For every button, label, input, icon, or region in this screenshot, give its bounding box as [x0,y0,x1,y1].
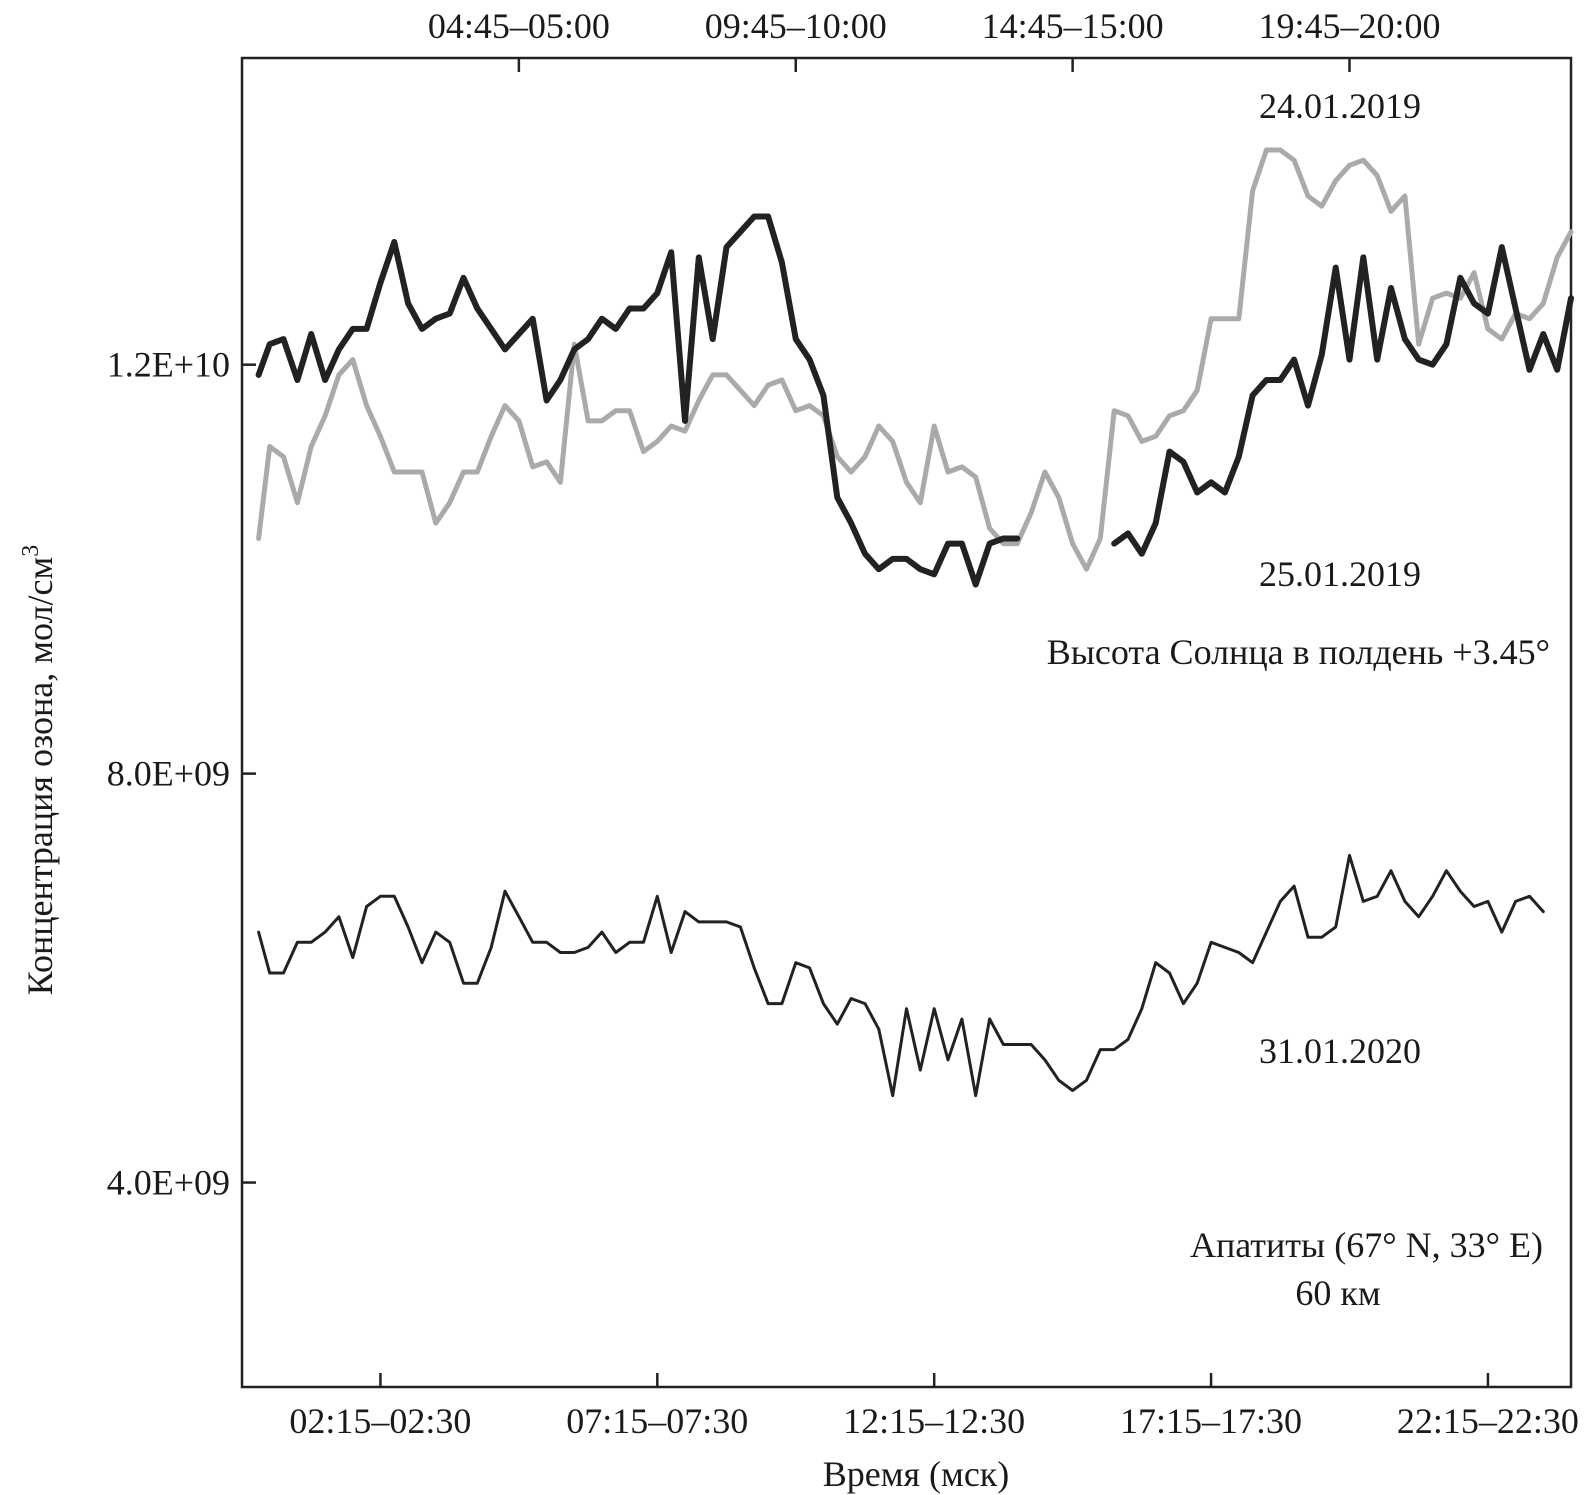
y-tick-label-0: 4.0E+09 [107,1163,230,1203]
y-axis-title-text: Концентрация озона, мол/см [20,557,60,996]
series-line-1 [255,213,1574,588]
x-tick-label-bottom-1: 07:15–07:30 [566,1401,748,1441]
y-tick-label-2: 1.2E+10 [107,345,230,385]
axis-ticks: 02:15–02:30 07:15–07:30 12:15–12:30 17:15–1… [107,6,1579,1441]
series-line-2 [257,853,1545,1098]
annotation-24-01-2019: 24.01.2019 [1259,86,1421,126]
x-tick-label-bottom-2: 12:15–12:30 [843,1401,1025,1441]
annotation-31-01-2020: 31.01.2020 [1259,1031,1421,1071]
x-axis-title: Время (мск) [823,1454,1010,1494]
y-axis-title-superscript: 3 [18,545,44,557]
x-tick-label-top-3: 19:45–20:00 [1258,6,1440,46]
y-axis-title: Концентрация озона, мол/см3 [18,545,60,996]
x-tick-label-bottom-0: 02:15–02:30 [289,1401,471,1441]
plot-frame [240,56,1573,1389]
annotation-sun-height: Высота Солнца в полдень +3.45° [1047,632,1550,672]
y-tick-label-1: 8.0E+09 [107,754,230,794]
annotation-station: Апатиты (67° N, 33° E) [1190,1225,1543,1265]
series-line-0 [256,147,1574,572]
x-tick-label-top-1: 09:45–10:00 [705,6,887,46]
x-tick-label-top-2: 14:45–15:00 [982,6,1164,46]
annotation-25-01-2019: 25.01.2019 [1259,554,1421,594]
annotation-altitude: 60 км [1295,1273,1380,1313]
x-tick-label-bottom-3: 17:15–17:30 [1120,1401,1302,1441]
x-tick-label-bottom-4: 22:15–22:30 [1397,1401,1579,1441]
x-tick-label-top-0: 04:45–05:00 [428,6,610,46]
series-layer [255,147,1574,1098]
